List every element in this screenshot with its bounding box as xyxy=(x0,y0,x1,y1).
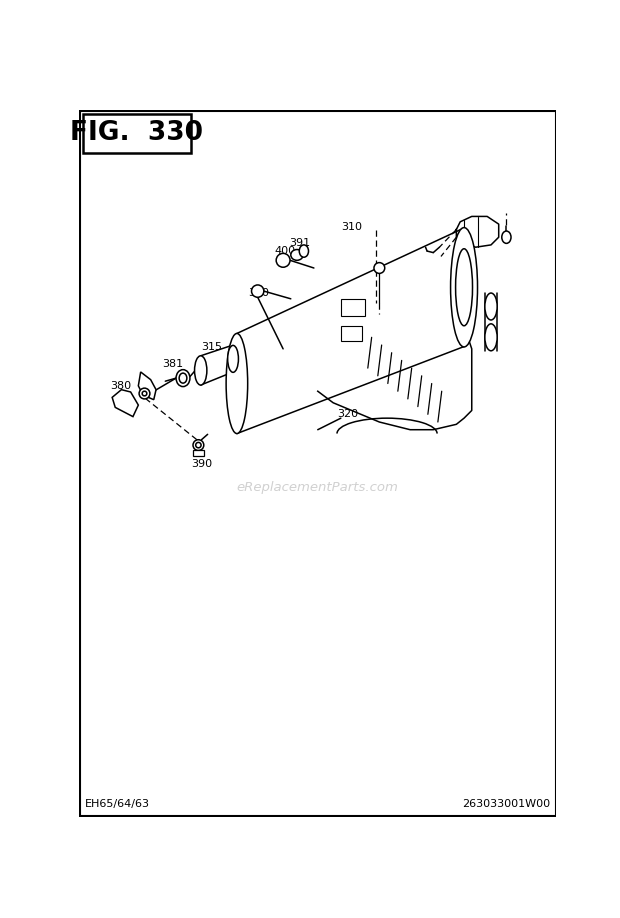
Text: 320: 320 xyxy=(337,409,358,420)
Ellipse shape xyxy=(456,249,472,326)
Bar xyxy=(83,114,191,152)
Circle shape xyxy=(252,285,264,297)
Circle shape xyxy=(276,253,290,267)
Bar xyxy=(341,299,365,316)
Ellipse shape xyxy=(176,370,190,386)
Ellipse shape xyxy=(299,245,309,257)
Ellipse shape xyxy=(193,440,204,451)
Ellipse shape xyxy=(485,324,497,351)
Polygon shape xyxy=(138,372,156,399)
Ellipse shape xyxy=(196,442,201,448)
Text: 360: 360 xyxy=(249,288,270,298)
Ellipse shape xyxy=(142,391,147,396)
Text: 391: 391 xyxy=(290,238,311,248)
Text: 381: 381 xyxy=(162,359,184,369)
Ellipse shape xyxy=(291,250,303,261)
Ellipse shape xyxy=(485,293,497,320)
Circle shape xyxy=(374,263,385,274)
Text: EH65/64/63: EH65/64/63 xyxy=(85,800,150,810)
Text: FIG.  330: FIG. 330 xyxy=(70,120,203,146)
Bar xyxy=(341,326,363,341)
Text: 390: 390 xyxy=(191,459,212,469)
Text: eReplacementParts.com: eReplacementParts.com xyxy=(237,481,399,494)
Text: 263033001W00: 263033001W00 xyxy=(462,800,551,810)
Ellipse shape xyxy=(195,356,207,385)
Bar xyxy=(193,450,204,456)
Text: 400: 400 xyxy=(275,246,296,256)
Polygon shape xyxy=(112,389,138,417)
Ellipse shape xyxy=(228,345,239,373)
Ellipse shape xyxy=(179,373,187,383)
Text: 315: 315 xyxy=(201,342,222,353)
Ellipse shape xyxy=(139,388,150,399)
Ellipse shape xyxy=(502,231,511,243)
Text: 310: 310 xyxy=(341,222,362,232)
Ellipse shape xyxy=(226,333,247,433)
Text: 380: 380 xyxy=(110,381,131,391)
Ellipse shape xyxy=(451,228,477,347)
